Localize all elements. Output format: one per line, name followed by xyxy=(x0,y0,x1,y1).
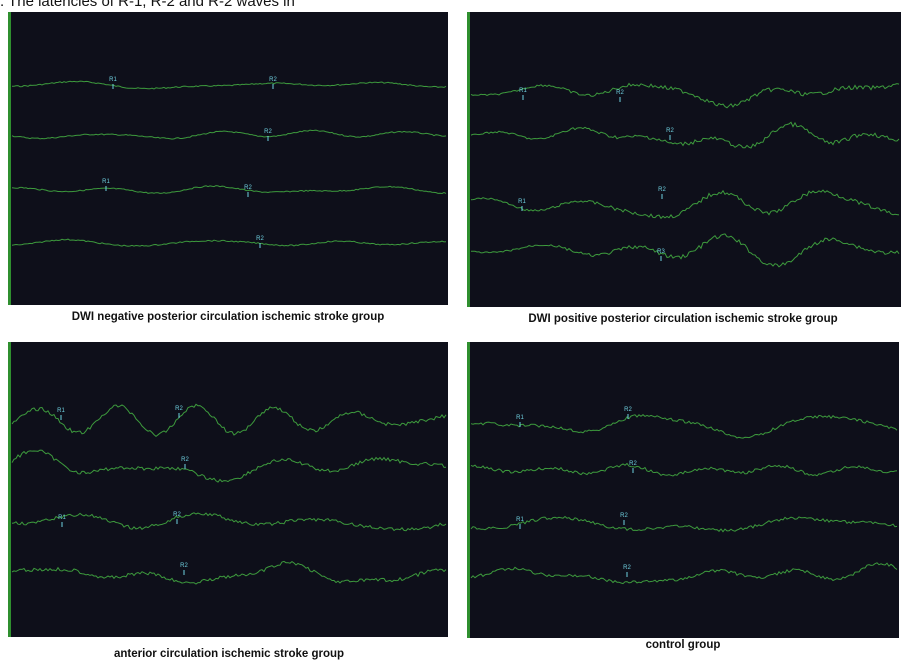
marker-label: R2 xyxy=(181,457,189,463)
marker-label: R2 xyxy=(244,185,252,191)
marker-label: R1 xyxy=(109,77,117,83)
panel-edge xyxy=(467,342,470,638)
panel-background xyxy=(8,342,448,637)
marker-label: R2 xyxy=(629,461,637,467)
panel: R1 R2 R2 R1 R2 R2 xyxy=(8,342,448,637)
panel-edge xyxy=(467,12,470,307)
panel-caption: anterior circulation ischemic stroke gro… xyxy=(114,648,344,660)
marker-label: R1 xyxy=(519,88,527,94)
marker-label: R2 xyxy=(173,512,181,518)
marker-label: R2 xyxy=(175,406,183,412)
marker-label: R2 xyxy=(623,565,631,571)
header-text: . The latencies of R-1, R-2 and R-2 wave… xyxy=(0,0,295,10)
panel: R1 R2 R2 R1 R2 R3 xyxy=(467,12,901,307)
marker-label: R2 xyxy=(256,236,264,242)
marker-label: R1 xyxy=(58,515,66,521)
panel-background xyxy=(467,12,901,307)
marker-label: R1 xyxy=(516,415,524,421)
marker-label: R1 xyxy=(57,408,65,414)
marker-label: R2 xyxy=(269,77,277,83)
panel-background xyxy=(467,342,899,638)
marker-label: R2 xyxy=(666,128,674,134)
marker-label: R3 xyxy=(657,249,665,255)
marker-label: R1 xyxy=(516,517,524,523)
marker-label: R2 xyxy=(658,187,666,193)
panel-caption: DWI positive posterior circulation ische… xyxy=(528,313,837,325)
panel: R1 R2 R2 R1 R2 R2 xyxy=(467,342,899,638)
panel-edge xyxy=(8,12,11,305)
marker-label: R2 xyxy=(264,129,272,135)
marker-label: R1 xyxy=(102,179,110,185)
panel-caption: control group xyxy=(646,639,721,651)
marker-label: R2 xyxy=(616,90,624,96)
marker-label: R2 xyxy=(624,407,632,413)
panel: R1 R2 R2 R1 R2 R2 xyxy=(8,12,448,305)
figure: . The latencies of R-1, R-2 and R-2 wave… xyxy=(0,0,901,663)
marker-label: R2 xyxy=(620,513,628,519)
panel-background xyxy=(8,12,448,305)
marker-label: R1 xyxy=(518,199,526,205)
panel-edge xyxy=(8,342,11,637)
marker-label: R2 xyxy=(180,563,188,569)
panel-caption: DWI negative posterior circulation ische… xyxy=(72,311,385,323)
